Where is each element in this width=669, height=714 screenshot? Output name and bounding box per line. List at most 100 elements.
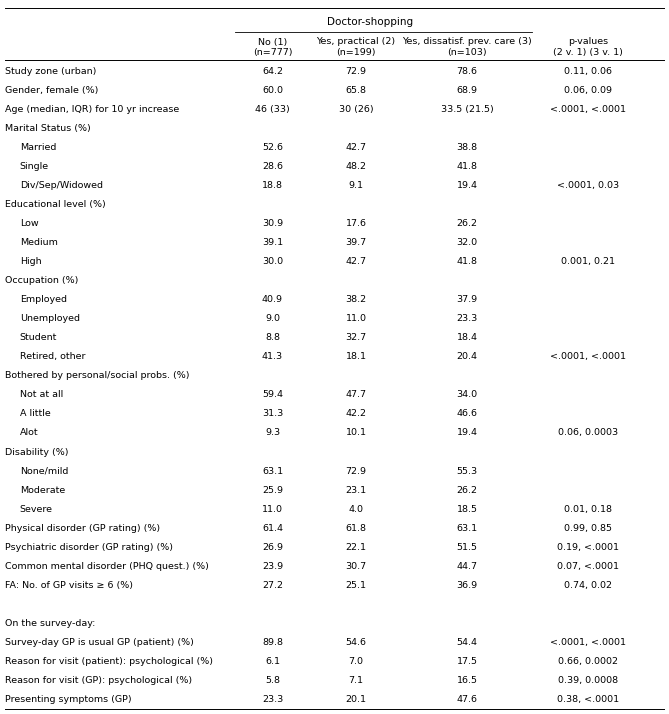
Text: 25.1: 25.1 <box>345 580 367 590</box>
Text: Psychiatric disorder (GP rating) (%): Psychiatric disorder (GP rating) (%) <box>5 543 173 552</box>
Text: 7.1: 7.1 <box>349 676 363 685</box>
Text: 26.2: 26.2 <box>456 486 478 495</box>
Text: (n=777): (n=777) <box>253 49 292 58</box>
Text: Severe: Severe <box>19 505 53 513</box>
Text: Single: Single <box>19 162 49 171</box>
Text: 0.01, 0.18: 0.01, 0.18 <box>564 505 612 513</box>
Text: <.0001, <.0001: <.0001, <.0001 <box>550 352 626 361</box>
Text: <.0001, <.0001: <.0001, <.0001 <box>550 638 626 647</box>
Text: 46.6: 46.6 <box>456 409 478 418</box>
Text: 37.9: 37.9 <box>456 296 478 304</box>
Text: Moderate: Moderate <box>19 486 65 495</box>
Text: 23.9: 23.9 <box>262 562 283 570</box>
Text: 42.2: 42.2 <box>345 409 367 418</box>
Text: Doctor-shopping: Doctor-shopping <box>326 17 413 27</box>
Text: 19.4: 19.4 <box>456 181 478 190</box>
Text: Alot: Alot <box>19 428 38 438</box>
Text: 51.5: 51.5 <box>456 543 478 552</box>
Text: 40.9: 40.9 <box>262 296 283 304</box>
Text: 0.06, 0.0003: 0.06, 0.0003 <box>558 428 618 438</box>
Text: 26.2: 26.2 <box>456 219 478 228</box>
Text: 30.9: 30.9 <box>262 219 283 228</box>
Text: 0.74, 0.02: 0.74, 0.02 <box>564 580 612 590</box>
Text: 72.9: 72.9 <box>345 466 367 476</box>
Text: 26.9: 26.9 <box>262 543 283 552</box>
Text: 59.4: 59.4 <box>262 391 283 399</box>
Text: 39.7: 39.7 <box>345 238 367 247</box>
Text: 65.8: 65.8 <box>345 86 367 95</box>
Text: Disability (%): Disability (%) <box>5 448 68 456</box>
Text: High: High <box>19 257 41 266</box>
Text: 32.0: 32.0 <box>456 238 478 247</box>
Text: Medium: Medium <box>19 238 58 247</box>
Text: Reason for visit (GP): psychological (%): Reason for visit (GP): psychological (%) <box>5 676 192 685</box>
Text: Survey-day GP is usual GP (patient) (%): Survey-day GP is usual GP (patient) (%) <box>5 638 194 647</box>
Text: On the survey-day:: On the survey-day: <box>5 619 96 628</box>
Text: 36.9: 36.9 <box>456 580 478 590</box>
Text: 38.2: 38.2 <box>345 296 367 304</box>
Text: None/mild: None/mild <box>19 466 68 476</box>
Text: 18.8: 18.8 <box>262 181 283 190</box>
Text: A little: A little <box>19 409 50 418</box>
Text: (n=199): (n=199) <box>337 49 376 58</box>
Text: 68.9: 68.9 <box>456 86 478 95</box>
Text: 22.1: 22.1 <box>345 543 367 552</box>
Text: 23.3: 23.3 <box>456 314 478 323</box>
Text: 7.0: 7.0 <box>349 657 363 666</box>
Text: 55.3: 55.3 <box>456 466 478 476</box>
Text: 18.5: 18.5 <box>456 505 478 513</box>
Text: 0.39, 0.0008: 0.39, 0.0008 <box>558 676 618 685</box>
Text: 19.4: 19.4 <box>456 428 478 438</box>
Text: FA: No. of GP visits ≥ 6 (%): FA: No. of GP visits ≥ 6 (%) <box>5 580 133 590</box>
Text: Retired, other: Retired, other <box>19 352 85 361</box>
Text: Presenting symptoms (GP): Presenting symptoms (GP) <box>5 695 132 704</box>
Text: 42.7: 42.7 <box>345 143 367 152</box>
Text: 61.4: 61.4 <box>262 523 283 533</box>
Text: Reason for visit (patient): psychological (%): Reason for visit (patient): psychologica… <box>5 657 213 666</box>
Text: 30.0: 30.0 <box>262 257 283 266</box>
Text: Div/Sep/Widowed: Div/Sep/Widowed <box>19 181 103 190</box>
Text: (n=103): (n=103) <box>447 49 487 58</box>
Text: 38.8: 38.8 <box>456 143 478 152</box>
Text: 33.5 (21.5): 33.5 (21.5) <box>441 105 493 114</box>
Text: No (1): No (1) <box>258 38 287 46</box>
Text: 0.99, 0.85: 0.99, 0.85 <box>564 523 612 533</box>
Text: Age (median, IQR) for 10 yr increase: Age (median, IQR) for 10 yr increase <box>5 105 179 114</box>
Text: 32.7: 32.7 <box>345 333 367 342</box>
Text: (2 v. 1) (3 v. 1): (2 v. 1) (3 v. 1) <box>553 49 623 58</box>
Text: 0.66, 0.0002: 0.66, 0.0002 <box>558 657 618 666</box>
Text: 44.7: 44.7 <box>456 562 478 570</box>
Text: 42.7: 42.7 <box>345 257 367 266</box>
Text: Common mental disorder (PHQ quest.) (%): Common mental disorder (PHQ quest.) (%) <box>5 562 209 570</box>
Text: Yes, practical (2): Yes, practical (2) <box>316 38 395 46</box>
Text: 9.0: 9.0 <box>265 314 280 323</box>
Text: 17.5: 17.5 <box>456 657 478 666</box>
Text: 41.3: 41.3 <box>262 352 283 361</box>
Text: 41.8: 41.8 <box>456 257 478 266</box>
Text: 30.7: 30.7 <box>345 562 367 570</box>
Text: Yes, dissatisf. prev. care (3): Yes, dissatisf. prev. care (3) <box>402 38 532 46</box>
Text: 63.1: 63.1 <box>262 466 283 476</box>
Text: Low: Low <box>19 219 38 228</box>
Text: p-values: p-values <box>568 38 608 46</box>
Text: Marital Status (%): Marital Status (%) <box>5 124 91 133</box>
Text: 9.3: 9.3 <box>265 428 280 438</box>
Text: Married: Married <box>19 143 56 152</box>
Text: 28.6: 28.6 <box>262 162 283 171</box>
Text: 47.6: 47.6 <box>456 695 478 704</box>
Text: 23.3: 23.3 <box>262 695 283 704</box>
Text: 11.0: 11.0 <box>262 505 283 513</box>
Text: <.0001, 0.03: <.0001, 0.03 <box>557 181 619 190</box>
Text: 18.1: 18.1 <box>345 352 367 361</box>
Text: 72.9: 72.9 <box>345 67 367 76</box>
Text: 20.4: 20.4 <box>456 352 478 361</box>
Text: 0.07, <.0001: 0.07, <.0001 <box>557 562 619 570</box>
Text: 0.001, 0.21: 0.001, 0.21 <box>561 257 615 266</box>
Text: Physical disorder (GP rating) (%): Physical disorder (GP rating) (%) <box>5 523 160 533</box>
Text: Study zone (urban): Study zone (urban) <box>5 67 96 76</box>
Text: 20.1: 20.1 <box>345 695 367 704</box>
Text: 89.8: 89.8 <box>262 638 283 647</box>
Text: Bothered by personal/social probs. (%): Bothered by personal/social probs. (%) <box>5 371 189 381</box>
Text: 10.1: 10.1 <box>345 428 367 438</box>
Text: 5.8: 5.8 <box>265 676 280 685</box>
